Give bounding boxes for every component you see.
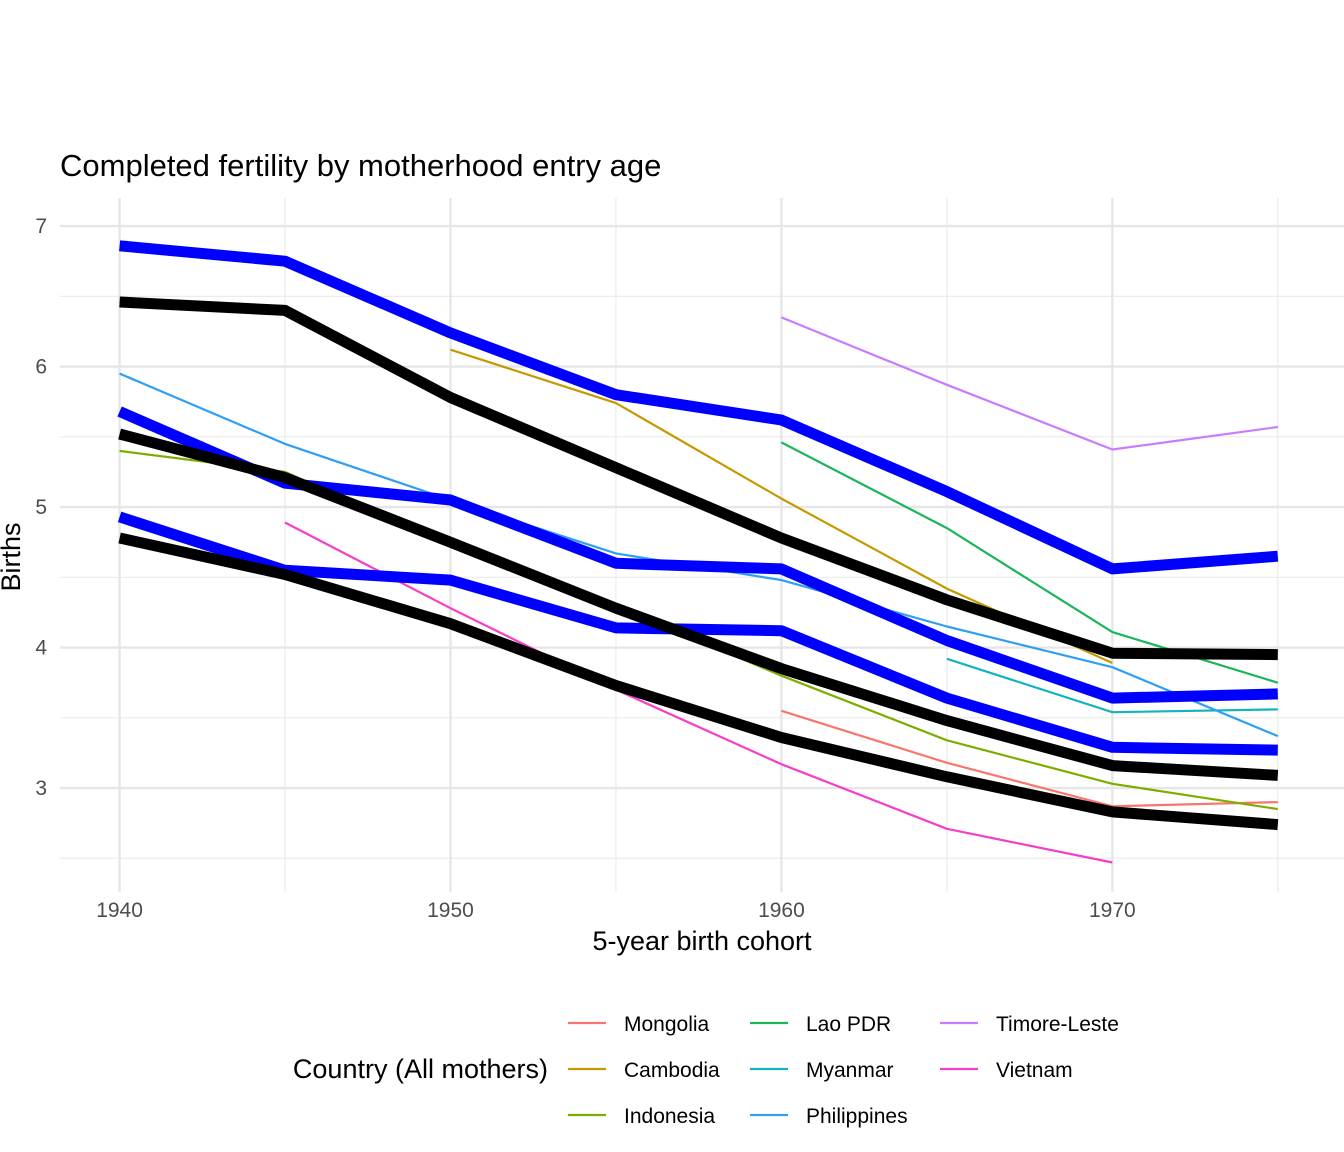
legend-item-vietnam: Vietnam bbox=[940, 1059, 1073, 1082]
x-tick-labels: 1940 1950 1960 1970 bbox=[96, 899, 1136, 922]
chart-title: Completed fertility by motherhood entry … bbox=[60, 148, 661, 183]
legend-item-mongolia: Mongolia bbox=[568, 1013, 710, 1036]
series-line-black bbox=[119, 296, 1278, 661]
y-tick-label: 3 bbox=[35, 777, 47, 800]
legend-item-timore-leste: Timore-Leste bbox=[940, 1013, 1119, 1036]
y-tick-label: 4 bbox=[35, 637, 47, 660]
x-tick-label: 1970 bbox=[1089, 899, 1136, 922]
series-line-blue bbox=[117, 511, 1278, 756]
legend: Country (All mothers) Mongolia Cambodia In… bbox=[293, 1013, 1119, 1128]
highlight-series-lines bbox=[117, 240, 1279, 831]
x-tick-label: 1960 bbox=[758, 899, 805, 922]
legend-label: Timore-Leste bbox=[996, 1013, 1119, 1036]
y-axis-title: Births bbox=[0, 522, 26, 591]
x-axis-title: 5-year birth cohort bbox=[592, 926, 812, 956]
y-tick-label: 6 bbox=[35, 356, 47, 379]
legend-item-lao-pdr: Lao PDR bbox=[750, 1013, 891, 1036]
series-line-philippines bbox=[119, 372, 1279, 738]
legend-items: Mongolia Cambodia Indonesia Lao PDR Myanmar P… bbox=[568, 1013, 1119, 1128]
series-line-black bbox=[118, 532, 1279, 831]
series-line-mongolia bbox=[781, 709, 1278, 808]
legend-label: Indonesia bbox=[624, 1105, 715, 1128]
legend-item-philippines: Philippines bbox=[750, 1105, 908, 1128]
legend-title: Country (All mothers) bbox=[293, 1054, 548, 1084]
legend-item-cambodia: Cambodia bbox=[568, 1059, 720, 1082]
legend-label: Lao PDR bbox=[806, 1013, 891, 1036]
legend-label: Vietnam bbox=[996, 1059, 1073, 1082]
y-tick-label: 7 bbox=[35, 215, 47, 238]
legend-label: Philippines bbox=[806, 1105, 908, 1128]
y-tick-labels: 3 4 5 6 7 bbox=[35, 215, 47, 800]
legend-label: Myanmar bbox=[806, 1059, 894, 1082]
x-tick-label: 1940 bbox=[96, 899, 143, 922]
y-tick-label: 5 bbox=[35, 496, 47, 519]
grid-major bbox=[60, 198, 1344, 892]
series-line-myanmar bbox=[946, 657, 1278, 714]
legend-label: Mongolia bbox=[624, 1013, 710, 1036]
legend-item-myanmar: Myanmar bbox=[750, 1059, 894, 1082]
legend-label: Cambodia bbox=[624, 1059, 720, 1082]
series-line-black bbox=[118, 428, 1279, 781]
x-tick-label: 1950 bbox=[427, 899, 474, 922]
legend-item-indonesia: Indonesia bbox=[568, 1105, 715, 1128]
series-line-vietnam bbox=[284, 521, 1113, 864]
country-series-lines bbox=[119, 316, 1279, 864]
series-line-blue bbox=[119, 240, 1279, 575]
series-line-timore-leste bbox=[780, 316, 1278, 451]
